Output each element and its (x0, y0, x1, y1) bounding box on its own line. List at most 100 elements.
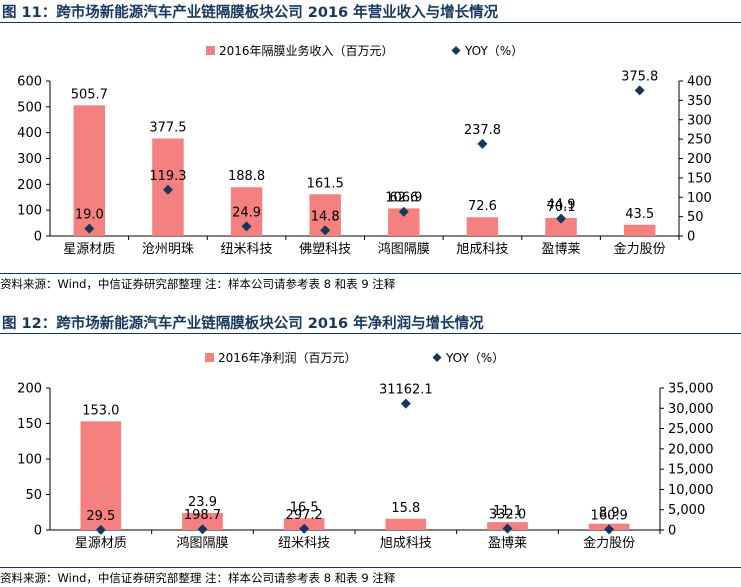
chart1-right-tick-label: 150 (687, 171, 712, 186)
chart2-bar (385, 518, 427, 530)
chart2-right-tick-label: 5,000 (668, 503, 705, 518)
chart2-bar (80, 421, 122, 530)
chart1-yoy-value-label: 19.0 (75, 208, 104, 223)
chart1-left-tick-label: 0 (34, 230, 42, 245)
chart1-yoy-value-label: 375.8 (621, 69, 658, 84)
chart1-yoy-marker (634, 85, 645, 96)
chart2-bar-value-label: 8.9 (599, 506, 620, 521)
chart2-category-label: 鸿图隔膜 (176, 535, 228, 551)
chart1-source-rule (0, 273, 741, 274)
chart2-left-tick-label: 100 (17, 453, 42, 468)
chart1-legend-bar-label: 2016年隔膜业务收入（百万元） (219, 43, 394, 58)
chart2-yoy-value-label: 297.2 (286, 508, 323, 523)
chart2-title: 图 12：跨市场新能源汽车产业链隔膜板块公司 2016 年净利润与增长情况 (2, 316, 484, 332)
chart2-left-tick-label: 0 (34, 524, 42, 539)
chart2-bar (182, 513, 223, 530)
chart1-right-tick-label: 350 (687, 94, 712, 109)
chart1-bar-value-label: 188.8 (228, 169, 265, 184)
chart2-category-label: 金力股份 (583, 535, 635, 551)
chart1-right-tick-label: 300 (687, 113, 712, 128)
chart2-left-tick-label: 150 (17, 417, 42, 432)
chart1-right-tick-label: 0 (687, 230, 695, 245)
chart2-category-label: 盈博莱 (488, 536, 527, 551)
chart1-yoy-marker (241, 221, 252, 232)
chart2-yoy-marker (604, 524, 615, 535)
chart1-yoy-marker (320, 225, 331, 236)
chart1-left-tick-label: 200 (17, 178, 42, 193)
chart2-yoy-marker (197, 524, 208, 535)
chart1-left-tick-label: 100 (17, 204, 42, 219)
chart1-bar (466, 217, 499, 236)
chart1-category-label: 旭成科技 (456, 242, 508, 257)
chart1-bar (545, 217, 577, 236)
chart1-title: 图 11：跨市场新能源汽车产业链隔膜板块公司 2016 年营业收入与增长情况 (2, 5, 499, 21)
chart1-left-tick-label: 600 (17, 75, 42, 90)
chart2-yoy-value-label: 198.7 (184, 508, 221, 523)
chart2-bar-value-label: 11.1 (493, 504, 522, 519)
chart2-title-bar: 图 12：跨市场新能源汽车产业链隔膜板块公司 2016 年净利润与增长情况 (0, 311, 741, 334)
chart1-bar-value-label: 43.5 (625, 207, 654, 222)
chart1-revenue-chart: 2016年隔膜业务收入（百万元） YOY（%）010020030040050060… (17, 43, 712, 257)
chart2-yoy-marker (400, 398, 411, 409)
chart2-yoy-marker (502, 523, 513, 534)
chart2-bar-value-label: 16.5 (290, 500, 319, 515)
chart2-bar-value-label: 23.9 (188, 495, 217, 510)
chart1-left-tick-label: 500 (17, 100, 42, 115)
chart1-yoy-value-label: 24.9 (232, 205, 261, 220)
chart2-legend-yoy-label: YOY（%） (445, 351, 504, 365)
chart1-left-tick-label: 400 (17, 126, 42, 141)
chart1-bar (73, 105, 106, 236)
chart2-yoy-marker (299, 523, 310, 534)
chart1-category-label: 盈博莱 (542, 242, 581, 257)
chart1-bar-value-label: 72.6 (468, 199, 497, 214)
chart1-right-tick-label: 50 (687, 210, 704, 225)
chart2-right-tick-label: 25,000 (668, 422, 714, 437)
chart1-right-tick-label: 100 (687, 191, 712, 206)
chart2-yoy-value-label: 31162.1 (379, 383, 433, 398)
chart1-legend-yoy-label: YOY（%） (464, 44, 523, 58)
chart1-yoy-value-label: 119.3 (149, 169, 186, 184)
chart2-source: 资料来源：Wind，中信证券研究部整理 注：样本公司请参考表 8 和表 9 注释 (0, 571, 396, 585)
chart1-right-tick-label: 200 (687, 152, 712, 167)
chart2-yoy-value-label: 332.0 (489, 508, 526, 523)
chart2-legend-bar-label: 2016年净利润（百万元） (218, 351, 357, 365)
chart2-right-tick-label: 35,000 (668, 382, 714, 397)
chart1-right-tick-label: 400 (687, 75, 712, 90)
chart2-yoy-marker (95, 524, 106, 535)
chart1-category-label: 纽米科技 (221, 242, 273, 257)
chart2-right-tick-label: 15,000 (668, 463, 714, 478)
chart1-left-tick-label: 300 (17, 152, 42, 167)
chart2-bar-value-label: 15.8 (391, 501, 420, 516)
chart2-yoy-value-label: 29.5 (86, 509, 115, 524)
chart2-bar-value-label: 153.0 (82, 403, 119, 418)
chart1-legend-yoy-swatch (451, 46, 461, 55)
chart1-category-label: 星源材质 (63, 242, 115, 257)
chart1-bar-value-label: 106.9 (385, 190, 422, 205)
chart1-yoy-value-label: 237.8 (464, 123, 501, 138)
chart1-yoy-value-label: 44.9 (547, 198, 576, 213)
chart1-source: 资料来源：Wind，中信证券研究部整理 注：样本公司请参考表 8 和表 9 注释 (0, 277, 396, 291)
chart2-net-profit-chart: 2016年净利润（百万元） YOY（%） 0 50 100 150 200 0 5,000 10,… (17, 351, 714, 551)
chart1-bar-value-label: 377.5 (149, 120, 186, 135)
chart1-yoy-marker (556, 213, 567, 224)
chart2-right-tick-label: 20,000 (668, 442, 714, 457)
chart1-yoy-value-label: 62.6 (389, 191, 418, 206)
chart1-category-label: 佛塑科技 (299, 242, 351, 257)
chart1-category-label: 鸿图隔膜 (378, 241, 430, 257)
chart2-legend-bar-swatch (205, 353, 214, 362)
chart2-category-label: 纽米科技 (278, 536, 330, 551)
chart1-yoy-marker (398, 206, 409, 217)
chart2-category-label: 旭成科技 (380, 536, 432, 551)
chart1-bar-value-label: 505.7 (71, 87, 108, 102)
chart2-left-tick-label: 200 (17, 382, 42, 397)
chart2-source-rule (0, 567, 741, 568)
chart1-category-label: 金力股份 (614, 241, 666, 257)
chart1-bar-value-label: 70.1 (547, 200, 576, 215)
chart1-title-bar: 图 11：跨市场新能源汽车产业链隔膜板块公司 2016 年营业收入与增长情况 (0, 0, 741, 23)
chart2-legend-yoy-swatch (432, 353, 442, 362)
chart2-yoy-value-label: 160.9 (591, 508, 628, 523)
chart1-bar-value-label: 161.5 (307, 176, 344, 191)
chart1-category-label: 沧州明珠 (142, 241, 194, 257)
chart1-yoy-marker (162, 184, 173, 195)
chart1-yoy-marker (84, 223, 95, 234)
